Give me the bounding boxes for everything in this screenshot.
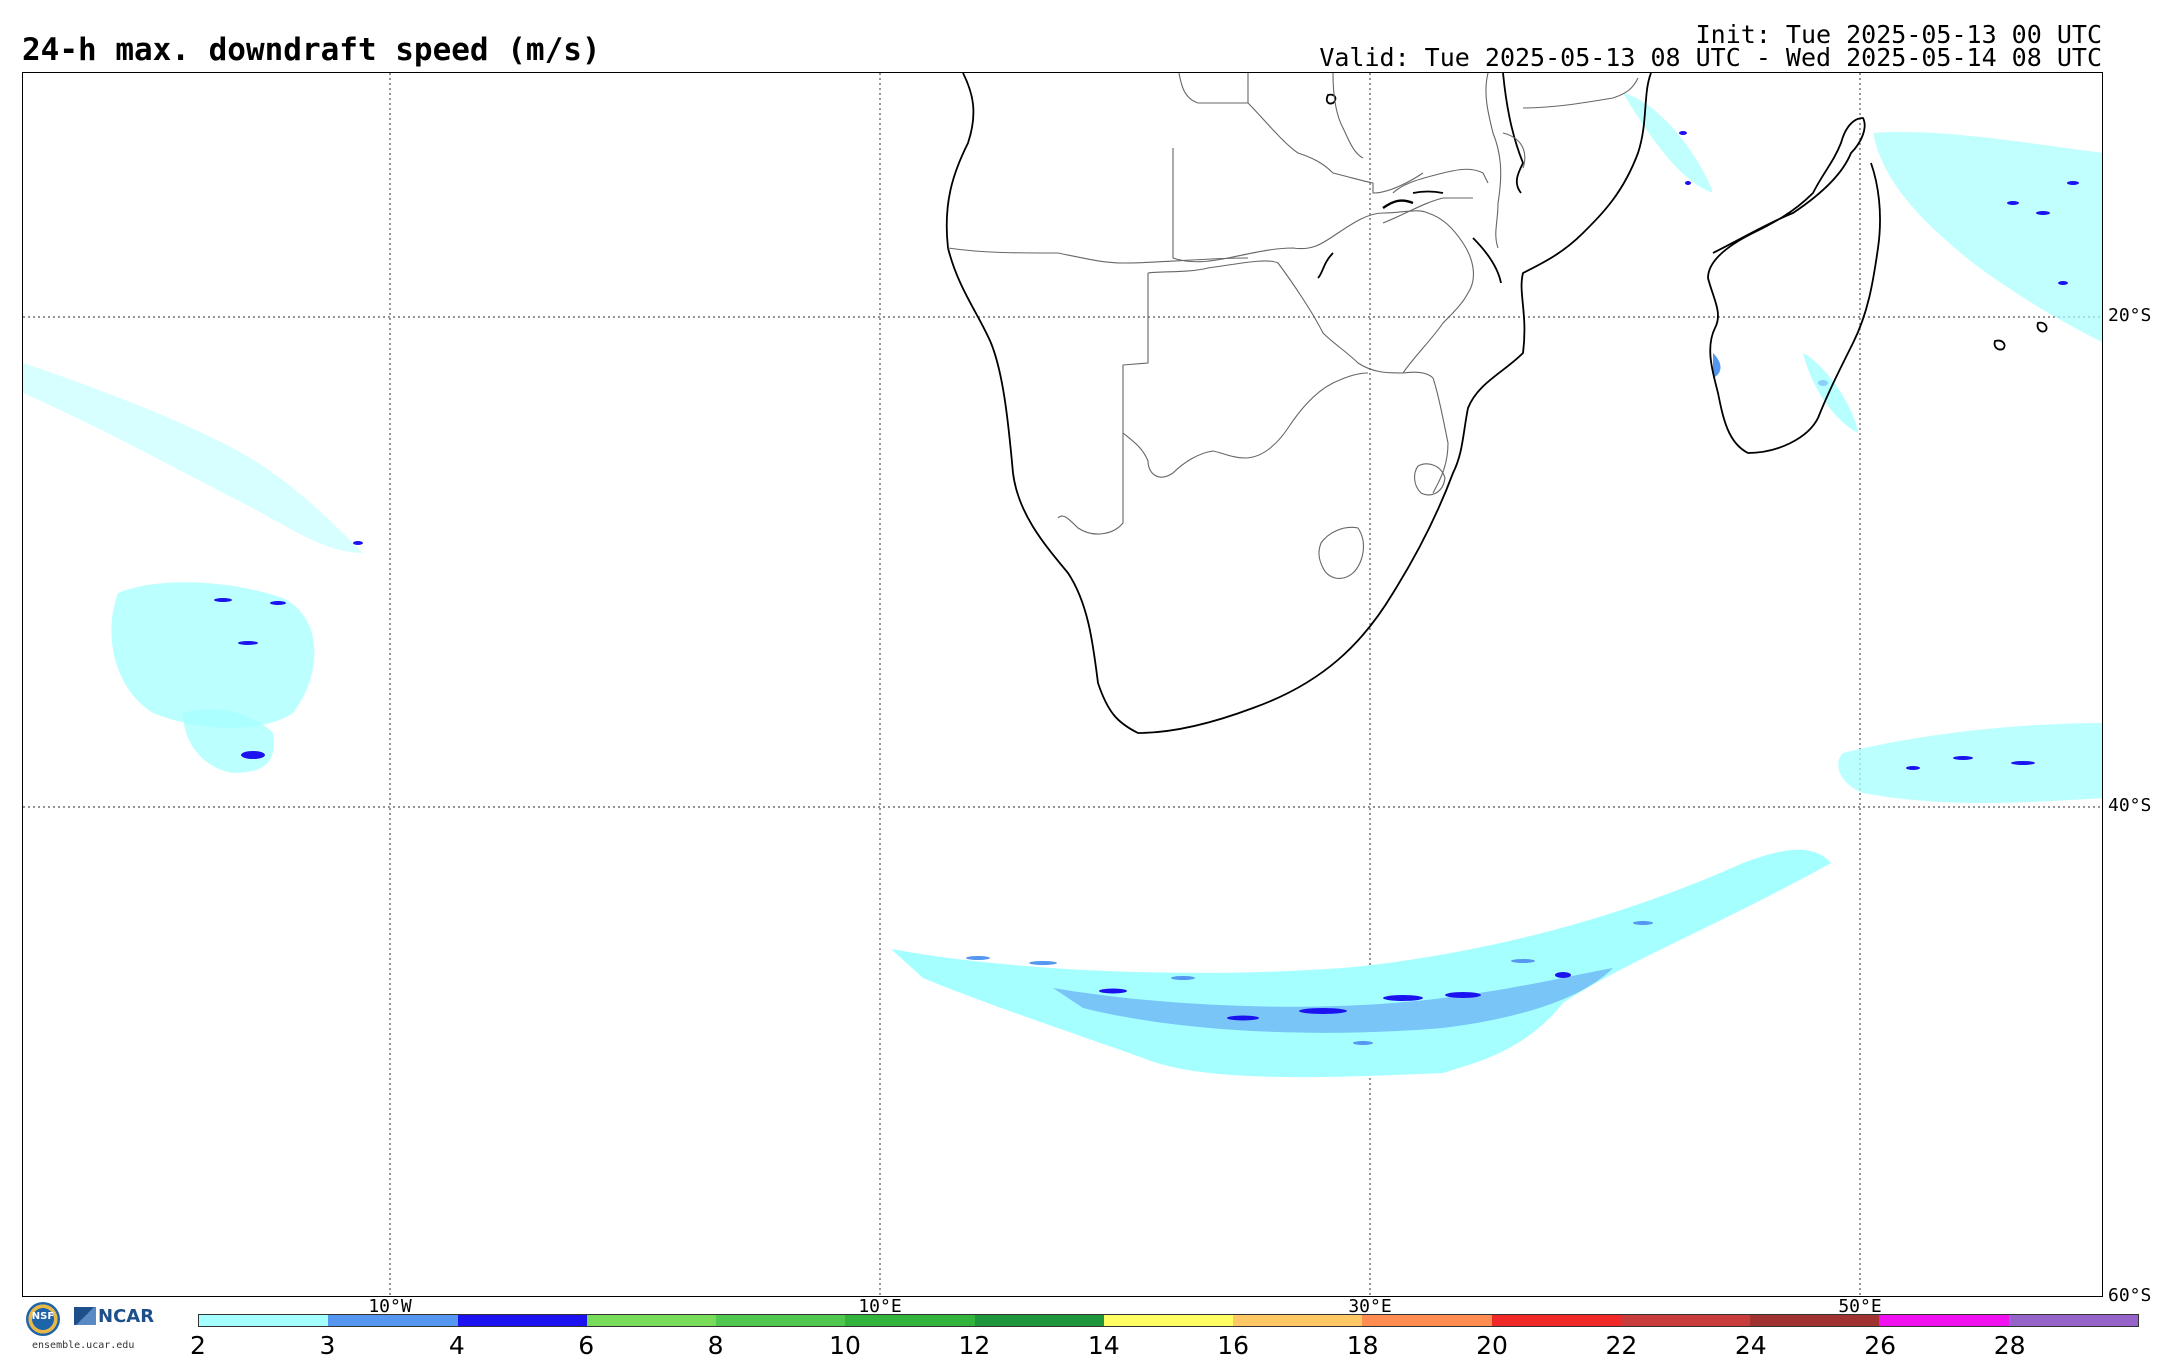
logo-block: NSF NCAR ensemble.ucar.edu	[22, 1300, 162, 1354]
lat-label-60s: 60°S	[2108, 1285, 2152, 1306]
lat-label-20s: 20°S	[2108, 305, 2152, 326]
colorbar-tick-label: 14	[1087, 1331, 1120, 1360]
init-time: Init: Tue 2025-05-13 00 UTC	[1695, 20, 2102, 49]
colorbar-segment	[2008, 1315, 2138, 1326]
colorbar-segment	[1103, 1315, 1234, 1326]
lon-label-30e: 30°E	[1348, 1296, 1392, 1317]
colorbar-segment	[586, 1315, 717, 1326]
colorbar-segment	[1233, 1315, 1363, 1326]
colorbar-segment	[1362, 1315, 1492, 1326]
colorbar-tick-label: 16	[1217, 1331, 1250, 1360]
colorbar-segment	[716, 1315, 846, 1326]
map-canvas	[23, 73, 2102, 1296]
map-title: 24-h max. downdraft speed (m/s)	[22, 32, 601, 68]
colorbar-segment	[1620, 1315, 1751, 1326]
ensemble-url: ensemble.ucar.edu	[32, 1340, 135, 1351]
colorbar-segment	[1879, 1315, 2009, 1326]
ncar-mark-icon	[74, 1307, 96, 1325]
nsf-logo-icon: NSF	[26, 1302, 60, 1336]
graticule	[23, 73, 2102, 1296]
colorbar-segment	[328, 1315, 458, 1326]
colorbar-tick-label: 12	[958, 1331, 991, 1360]
colorbar-segment	[1750, 1315, 1880, 1326]
colorbar-segment	[457, 1315, 587, 1326]
island-mauritius	[2036, 321, 2048, 333]
colorbar-segment	[974, 1315, 1104, 1326]
border-eswatini	[1414, 463, 1446, 496]
colorbar-tick-label: 10	[829, 1331, 861, 1360]
downdraft-cluster-west	[23, 363, 363, 773]
downdraft-band-south	[891, 849, 1831, 1078]
lon-label-10w: 10°W	[368, 1296, 412, 1317]
lon-label-50e: 50°E	[1838, 1296, 1882, 1317]
valid-period: Valid: Tue 2025-05-13 08 UTC - Wed 2025-…	[1319, 43, 2102, 72]
ncar-logo-text: NCAR	[98, 1306, 155, 1327]
colorbar-tick-label: 3	[319, 1331, 336, 1360]
border-lesotho	[1318, 526, 1364, 579]
lon-label-10e: 10°E	[858, 1296, 902, 1317]
downdraft-cluster-east	[1838, 723, 2102, 803]
coastlines	[945, 73, 2048, 734]
colorbar-segment	[1491, 1315, 1621, 1326]
colorbar-segment	[845, 1315, 975, 1326]
colorbar-tick-label: 22	[1605, 1331, 1638, 1360]
colorbar-tick-label: 6	[578, 1331, 595, 1360]
island-reunion	[1993, 339, 2006, 351]
downdraft-cluster-northeast	[1623, 93, 2102, 433]
colorbar-segment	[199, 1315, 329, 1326]
colorbar	[198, 1314, 2139, 1327]
colorbar-tick-label: 26	[1864, 1331, 1897, 1360]
colorbar-tick-label: 28	[1993, 1331, 2026, 1360]
ncar-logo: NCAR	[74, 1306, 154, 1327]
colorbar-tick-label: 2	[190, 1331, 206, 1360]
colorbar-tick-label: 8	[707, 1331, 724, 1360]
lat-label-40s: 40°S	[2108, 795, 2152, 816]
colorbar-tick-label: 24	[1734, 1331, 1767, 1360]
map-panel	[22, 72, 2103, 1297]
colorbar-tick-label: 20	[1476, 1331, 1508, 1360]
colorbar-tick-label: 18	[1346, 1331, 1379, 1360]
country-borders	[947, 73, 1639, 579]
nsf-logo-text: NSF	[31, 1311, 55, 1322]
colorbar-tick-label: 4	[448, 1331, 465, 1360]
